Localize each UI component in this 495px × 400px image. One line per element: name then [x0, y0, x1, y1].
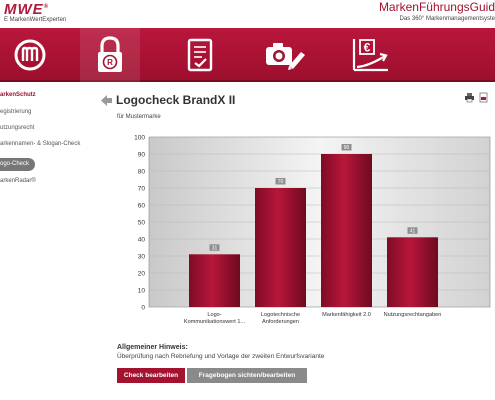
brand-subtitle: E MarkenWertExperten: [4, 17, 67, 23]
product-title: MarkenFührungsGuid: [378, 0, 495, 14]
sidebar-item-logo-check[interactable]: ogo-Check: [0, 158, 36, 171]
bar: [387, 237, 438, 307]
euro-growth-chart-icon: €: [352, 39, 388, 72]
y-tick-label: 80: [138, 168, 146, 175]
bar: [255, 188, 306, 307]
check-edit-button[interactable]: Check bearbeiten: [117, 368, 185, 383]
sidebar-item-markenradar[interactable]: arkenRadar®: [0, 178, 36, 184]
data-label-box: [341, 144, 352, 151]
brand-logo-area[interactable]: MWE® E MarkenWertExperten: [0, 0, 200, 28]
y-tick-label: 30: [138, 253, 146, 260]
bar: [321, 154, 372, 307]
sidebar-item-slogan-check[interactable]: arkennamen- & Slogan-Check: [0, 141, 81, 147]
x-tick-label: Anforderungen: [262, 319, 299, 325]
y-tick-label: 20: [138, 270, 146, 277]
x-tick-label: Logo-: [207, 312, 221, 318]
data-label: 41: [410, 228, 416, 234]
y-tick-label: 0: [141, 304, 145, 311]
y-tick-label: 50: [138, 219, 146, 226]
nav-checklist[interactable]: [170, 28, 230, 82]
back-arrow-icon[interactable]: [100, 94, 113, 107]
page-header: Logocheck BrandX II: [100, 90, 235, 110]
questionnaire-edit-button[interactable]: Fragebogen sichten/bearbeiten: [187, 368, 307, 383]
data-label-box: [209, 244, 220, 251]
y-tick-label: 10: [138, 287, 146, 294]
hint-text: Überprüfung nach Rebriefung und Vorlage …: [117, 353, 325, 360]
brand-logo: MWE®: [4, 1, 50, 18]
clipboard-check-icon: [187, 38, 213, 72]
data-label: 90: [344, 145, 350, 151]
nav-home[interactable]: [0, 28, 60, 82]
nav-media[interactable]: [255, 28, 315, 82]
x-tick-label: Markenfähigkeit 2.0: [322, 312, 371, 318]
sidebar-item-registrierung[interactable]: egistrierung: [0, 109, 32, 115]
export-pdf-icon[interactable]: [478, 92, 489, 103]
lock-registered-icon: R: [98, 36, 122, 72]
y-tick-label: 40: [138, 236, 146, 243]
page-subtitle: für Mustermarke: [117, 114, 161, 120]
sidebar-heading[interactable]: arkenSchutz: [0, 92, 36, 98]
print-icon[interactable]: [464, 92, 475, 103]
nav-markenschutz[interactable]: R: [80, 28, 140, 82]
svg-text:R: R: [107, 58, 113, 67]
x-tick-label: Nutzungsrechtangaben: [384, 312, 442, 318]
y-tick-label: 100: [134, 134, 145, 141]
svg-text:€: €: [364, 41, 371, 55]
main-navigation: R €: [0, 28, 495, 82]
product-branding: MarkenFührungsGuid Das 360° Markenmanage…: [379, 0, 495, 22]
m-logo-icon: [14, 39, 46, 71]
product-tagline: Das 360° Markenmanagementsyste: [399, 16, 495, 22]
nav-markenwert[interactable]: €: [340, 28, 400, 82]
x-tick-label: Logotechnische: [261, 312, 300, 318]
logo-check-chart: 0 10 20 30 40 50 60 70 80 90 100 31 Logo- Kommunikati…: [117, 130, 495, 335]
bar-chart: 0 10 20 30 40 50 60 70 80 90 100 31 Logo-Kommunikati…: [134, 134, 491, 325]
bar: [189, 254, 240, 307]
y-tick-label: 60: [138, 202, 146, 209]
data-label-box: [407, 227, 418, 234]
sidebar: arkenSchutz egistrierung utzungsrecht ar…: [0, 88, 110, 189]
data-label: 70: [278, 179, 284, 185]
camera-pencil-icon: [266, 43, 305, 70]
data-label-box: [275, 178, 286, 185]
y-tick-label: 70: [138, 185, 146, 192]
page-title: Logocheck BrandX II: [116, 93, 236, 107]
y-tick-label: 90: [138, 151, 146, 158]
hint-label: Allgemeiner Hinweis:: [117, 344, 188, 351]
data-label: 31: [212, 245, 218, 251]
sidebar-item-nutzungsrecht[interactable]: utzungsrecht: [0, 125, 35, 131]
page-tools: [464, 92, 489, 103]
x-tick-label: Kommunikationswert 1...: [184, 319, 246, 325]
